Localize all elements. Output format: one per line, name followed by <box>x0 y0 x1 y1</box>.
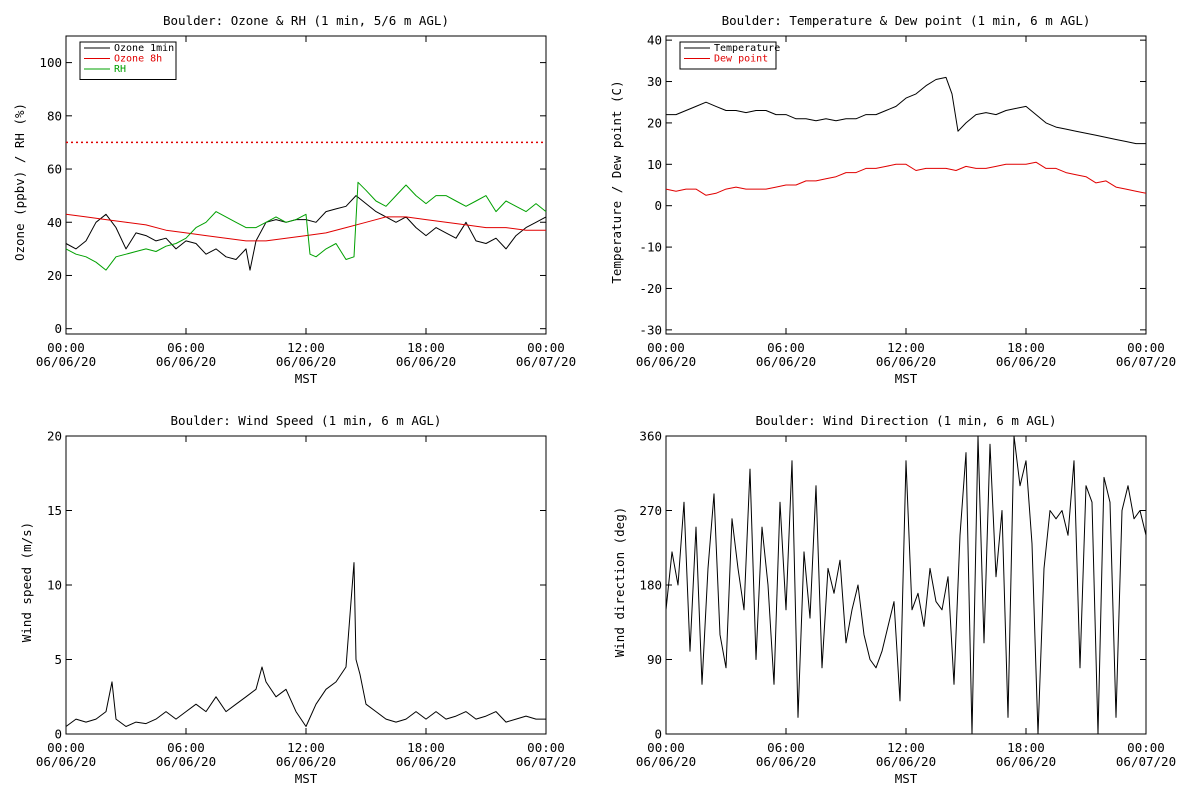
series-line-0 <box>666 76 1146 145</box>
x-axis-label: MST <box>295 771 318 786</box>
chart-title: Boulder: Wind Speed (1 min, 6 m AGL) <box>171 413 442 428</box>
legend-label: Dew point <box>714 54 768 65</box>
x-tick-time: 00:00 <box>1127 340 1165 355</box>
x-tick-time: 00:00 <box>527 340 565 355</box>
x-axis-label: MST <box>895 371 918 386</box>
series-line-0 <box>665 435 1147 735</box>
plot-frame <box>65 35 547 335</box>
x-tick-time: 12:00 <box>287 740 325 755</box>
x-axis-label: MST <box>895 771 918 786</box>
y-tick-label: 60 <box>47 162 62 177</box>
x-tick-date: 06/07/20 <box>516 354 576 369</box>
x-tick-time: 12:00 <box>887 340 925 355</box>
plot-frame <box>65 435 547 735</box>
chart-title: Boulder: Temperature & Dew point (1 min,… <box>722 13 1091 28</box>
series-line-1 <box>65 213 546 242</box>
y-tick-label: 20 <box>47 429 62 444</box>
x-tick-date: 06/06/20 <box>36 754 96 769</box>
y-axis-label: Ozone (ppbv) / RH (%) <box>12 103 27 261</box>
y-tick-label: 10 <box>647 157 662 172</box>
y-tick-label: 90 <box>647 652 662 667</box>
y-axis-label: Temperature / Dew point (C) <box>609 80 624 283</box>
x-tick-time: 18:00 <box>1007 740 1045 755</box>
chart-title: Boulder: Ozone & RH (1 min, 5/6 m AGL) <box>163 13 449 28</box>
y-tick-label: -10 <box>639 240 662 255</box>
y-tick-label: 30 <box>647 74 662 89</box>
panel-temperature-dewpoint: Boulder: Temperature & Dew point (1 min,… <box>609 13 1176 386</box>
x-tick-date: 06/06/20 <box>636 754 696 769</box>
x-tick-date: 06/06/20 <box>156 754 216 769</box>
series-line-0 <box>65 562 546 727</box>
y-axis-label: Wind direction (deg) <box>612 507 627 658</box>
x-tick-date: 06/06/20 <box>636 354 696 369</box>
x-tick-time: 00:00 <box>47 740 85 755</box>
y-tick-label: 0 <box>54 727 62 742</box>
panel-ozone-rh: Boulder: Ozone & RH (1 min, 5/6 m AGL) O… <box>12 13 576 386</box>
y-tick-label: 0 <box>54 321 62 336</box>
x-tick-time: 18:00 <box>407 740 445 755</box>
x-tick-date: 06/07/20 <box>516 754 576 769</box>
y-tick-label: 20 <box>47 268 62 283</box>
legend-label: Temperature <box>714 43 780 54</box>
legend-label: Ozone 8h <box>114 54 162 65</box>
series-line-0 <box>65 195 547 271</box>
x-tick-time: 18:00 <box>407 340 445 355</box>
y-tick-label: 40 <box>47 215 62 230</box>
y-tick-label: 270 <box>639 503 662 518</box>
y-axis-label: Wind speed (m/s) <box>19 522 34 642</box>
x-tick-time: 06:00 <box>167 340 205 355</box>
x-tick-time: 12:00 <box>287 340 325 355</box>
y-tick-label: 15 <box>47 503 62 518</box>
x-tick-date: 06/06/20 <box>396 754 456 769</box>
y-tick-label: -30 <box>639 322 662 337</box>
x-tick-time: 06:00 <box>767 340 805 355</box>
x-tick-time: 00:00 <box>647 740 685 755</box>
legend-label: Ozone 1min <box>114 43 174 54</box>
x-tick-time: 00:00 <box>47 340 85 355</box>
x-tick-time: 06:00 <box>167 740 205 755</box>
y-tick-label: 360 <box>639 429 662 444</box>
x-tick-date: 06/06/20 <box>756 354 816 369</box>
y-tick-label: 180 <box>639 578 662 593</box>
y-tick-label: 80 <box>47 108 62 123</box>
x-tick-date: 06/06/20 <box>156 354 216 369</box>
y-tick-label: 20 <box>647 115 662 130</box>
y-tick-label: -20 <box>639 281 662 296</box>
chart-title: Boulder: Wind Direction (1 min, 6 m AGL) <box>755 413 1056 428</box>
x-tick-time: 12:00 <box>887 740 925 755</box>
x-tick-date: 06/06/20 <box>36 354 96 369</box>
x-tick-time: 18:00 <box>1007 340 1045 355</box>
y-tick-label: 5 <box>54 652 62 667</box>
legend-label: RH <box>114 64 126 75</box>
x-tick-date: 06/06/20 <box>756 754 816 769</box>
panel-wind-direction: Boulder: Wind Direction (1 min, 6 m AGL)… <box>612 413 1176 786</box>
plot-frame <box>665 35 1147 335</box>
x-tick-date: 06/06/20 <box>876 754 936 769</box>
x-tick-time: 00:00 <box>647 340 685 355</box>
x-tick-date: 06/07/20 <box>1116 354 1176 369</box>
y-tick-label: 40 <box>647 33 662 48</box>
x-tick-time: 00:00 <box>527 740 565 755</box>
y-tick-label: 0 <box>654 727 662 742</box>
x-tick-date: 06/06/20 <box>276 754 336 769</box>
x-tick-date: 06/06/20 <box>396 354 456 369</box>
panel-wind-speed: Boulder: Wind Speed (1 min, 6 m AGL) Win… <box>19 413 576 786</box>
x-tick-time: 06:00 <box>767 740 805 755</box>
x-tick-date: 06/06/20 <box>276 354 336 369</box>
y-tick-label: 100 <box>39 55 62 70</box>
series-line-1 <box>665 161 1147 196</box>
y-tick-label: 0 <box>654 198 662 213</box>
series-line-2 <box>65 181 547 271</box>
y-tick-label: 10 <box>47 578 62 593</box>
x-tick-time: 00:00 <box>1127 740 1165 755</box>
x-tick-date: 06/06/20 <box>996 754 1056 769</box>
x-tick-date: 06/06/20 <box>996 354 1056 369</box>
x-tick-date: 06/07/20 <box>1116 754 1176 769</box>
x-axis-label: MST <box>295 371 318 386</box>
legend-box <box>679 41 777 70</box>
x-tick-date: 06/06/20 <box>876 354 936 369</box>
